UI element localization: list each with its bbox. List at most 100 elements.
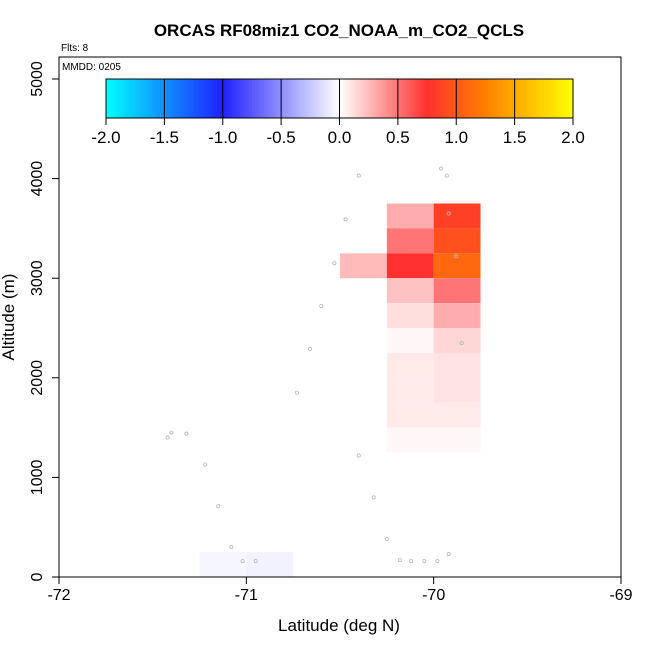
heatmap-cell <box>433 253 481 279</box>
track-point <box>203 462 208 467</box>
colorbar-segment <box>485 79 489 118</box>
colorbar-segment <box>371 79 376 118</box>
track-point <box>169 430 174 435</box>
colorbar-segment <box>254 79 259 118</box>
colorbar-tick-label: 1.0 <box>444 128 468 147</box>
colorbar-segment <box>342 79 346 118</box>
track-point <box>184 431 189 436</box>
colorbar-segment <box>497 79 501 118</box>
track-point <box>216 504 221 509</box>
colorbar-segment <box>222 79 227 118</box>
colorbar-segment <box>543 79 548 118</box>
heatmap-cell <box>386 352 434 378</box>
track-point <box>229 545 234 550</box>
colorbar-segment <box>429 79 434 118</box>
heatmap-cell <box>386 228 434 254</box>
track-point <box>240 559 245 564</box>
colorbar-segment <box>444 79 449 118</box>
colorbar-tick-label: -0.5 <box>266 128 295 147</box>
colorbar-segment <box>523 79 527 118</box>
x-tick-label: -71 <box>235 587 258 604</box>
colorbar-segment <box>482 79 487 118</box>
colorbar-segment <box>284 79 288 118</box>
colorbar-segment <box>345 79 349 118</box>
colorbar-segment <box>392 79 396 118</box>
colorbar-segment <box>520 79 524 118</box>
colorbar-segment <box>249 79 253 118</box>
colorbar-segment <box>397 79 402 118</box>
colorbar-segment <box>418 79 422 118</box>
track-point <box>446 211 451 216</box>
colorbar-segment <box>187 79 192 118</box>
track-point <box>444 173 449 178</box>
colorbar-segment <box>535 79 539 118</box>
x-tick-label: -70 <box>422 587 445 604</box>
heatmap-cells <box>199 203 481 577</box>
colorbar-segment <box>178 79 183 118</box>
colorbar-segment <box>202 79 206 118</box>
colorbar-segment <box>330 79 335 118</box>
colorbar-segment <box>275 79 279 118</box>
colorbar-segment <box>374 79 379 118</box>
colorbar-segment <box>117 79 122 118</box>
colorbar-segment <box>176 79 180 118</box>
y-tick-label: 2000 <box>29 360 46 396</box>
colorbar-tick-label: 2.0 <box>561 128 585 147</box>
heatmap-cell <box>433 427 481 453</box>
colorbar-segment <box>225 79 230 118</box>
x-axis: -72 -71 -70 -69 <box>47 576 633 604</box>
colorbar-segment <box>146 79 151 118</box>
x-axis-label: Latitude (deg N) <box>278 616 400 635</box>
colorbar-segment <box>517 79 522 118</box>
colorbar-segment <box>304 79 308 118</box>
colorbar-segment <box>196 79 200 118</box>
colorbar-segment <box>272 79 276 118</box>
colorbar-segment <box>237 79 241 118</box>
colorbar-segment <box>462 79 466 118</box>
colorbar-segment <box>251 79 256 118</box>
colorbar-segment <box>286 79 291 118</box>
colorbar-segment <box>193 79 198 118</box>
colorbar-segment <box>555 79 560 118</box>
colorbar-segment <box>368 79 373 118</box>
colorbar-segment <box>257 79 262 118</box>
colorbar-segment <box>143 79 148 118</box>
track-point <box>332 261 337 266</box>
colorbar-segment <box>190 79 195 118</box>
colorbar-segment <box>389 79 393 118</box>
flights-label: Flts: 8 <box>61 43 89 54</box>
colorbar-segment <box>508 79 513 118</box>
heatmap-cell <box>386 328 434 353</box>
colorbar-segment <box>126 79 130 118</box>
track-point <box>165 435 170 440</box>
colorbar-segment <box>310 79 314 118</box>
colorbar-tick-label: -1.5 <box>150 128 179 147</box>
date-label: MMDD: 0205 <box>62 62 121 73</box>
heatmap-cell <box>433 377 481 403</box>
colorbar-segment <box>216 79 221 118</box>
colorbar-segment <box>246 79 250 118</box>
colorbar-segment <box>456 79 460 118</box>
colorbar-segment <box>307 79 311 118</box>
heatmap-cell <box>386 402 434 428</box>
colorbar-segment <box>170 79 174 118</box>
colorbar-segment <box>377 79 381 118</box>
colorbar-segment <box>281 79 285 118</box>
colorbar-segment <box>106 79 110 118</box>
heatmap-cell <box>386 377 434 403</box>
colorbar-segment <box>164 79 168 118</box>
heatmap-cell <box>433 303 481 328</box>
colorbar-segment <box>421 79 425 118</box>
colorbar-segment <box>526 79 530 118</box>
colorbar-segment <box>208 79 212 118</box>
colorbar-segment <box>278 79 282 118</box>
colorbar-segment <box>567 79 571 118</box>
colorbar: -2.0 -1.5 -1.0 -0.5 0.0 0.5 1.0 1.5 2.0 <box>91 78 585 147</box>
colorbar-segment <box>494 79 498 118</box>
colorbar-segment <box>450 79 454 118</box>
colorbar-segment <box>135 79 139 118</box>
colorbar-segment <box>400 79 405 118</box>
colorbar-tick-label: 0.5 <box>386 128 410 147</box>
colorbar-segment <box>260 79 265 118</box>
heatmap-cell <box>433 228 481 254</box>
